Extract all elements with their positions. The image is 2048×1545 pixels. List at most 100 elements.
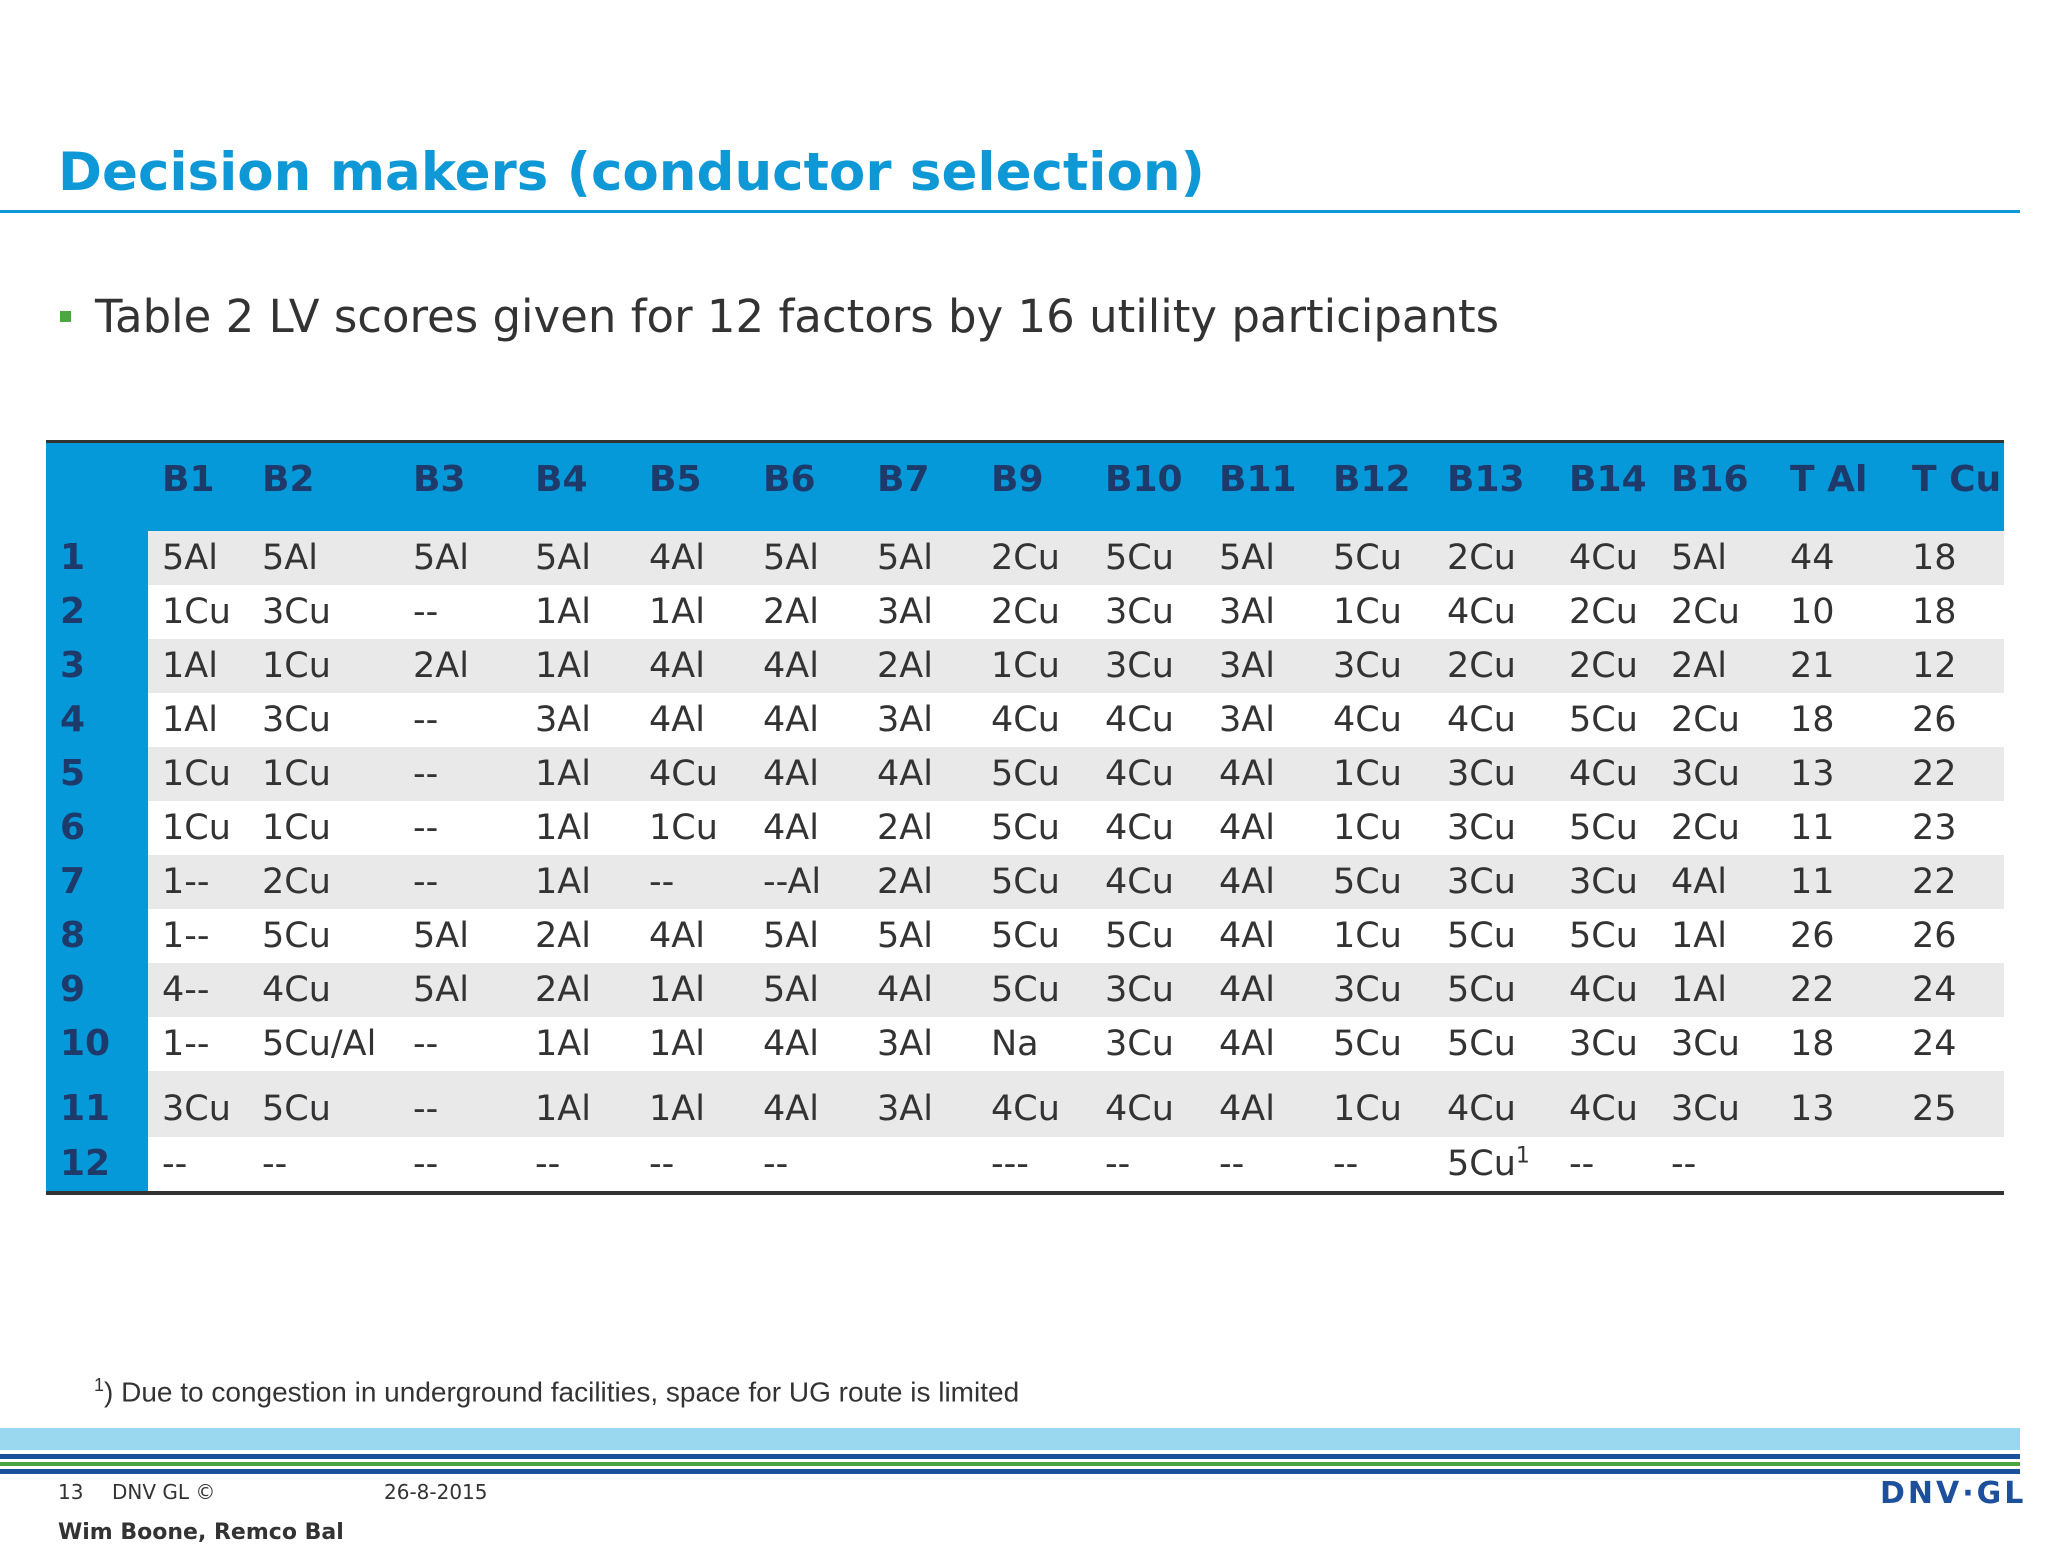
table-cell: 3Cu (1433, 801, 1555, 855)
table-cell: 4Cu (1091, 801, 1205, 855)
table-cell: -- (399, 1137, 521, 1191)
table-row: 9 4-- 4Cu 5Al 2Al 1Al 5Al 4Al 5Cu 3Cu 4Al 3Cu 5Cu 4Cu… (46, 963, 2004, 1017)
table-cell: 2Al (749, 585, 863, 639)
table-row: 12 -- -- -- -- -- -- --- -- -- -- 5Cu1 -- -- (46, 1137, 2004, 1191)
table-cell: 1Cu (248, 747, 399, 801)
row-header-cell: 2 (46, 585, 148, 639)
table-cell: 1Al (521, 747, 635, 801)
table-cell: 1-- (148, 855, 248, 909)
table-cell: 5Cu1 (1433, 1137, 1555, 1191)
header-corner-cell (46, 443, 148, 531)
table-cell: 1Al (521, 639, 635, 693)
table-cell: 4-- (148, 963, 248, 1017)
footer-band-light (0, 1428, 2020, 1450)
table-cell: 5Cu (977, 855, 1091, 909)
table-cell: 1Al (635, 963, 749, 1017)
table-cell: 18 (1776, 1017, 1898, 1071)
table-cell: 1Al (521, 801, 635, 855)
table-cell: 3Al (863, 693, 977, 747)
table-cell: 18 (1898, 531, 2004, 585)
column-header: B16 (1657, 443, 1776, 531)
cell-footnote-marker: 1 (1515, 1143, 1530, 1169)
scores-table-container: B1 B2 B3 B4 B5 B6 B7 B9 B10 B11 B12 B13 B14 B16 T Al T … (46, 440, 2004, 1195)
table-cell: 3Al (863, 585, 977, 639)
table-cell: 4Al (1205, 909, 1319, 963)
row-header-cell: 11 (46, 1071, 148, 1137)
row-header-cell: 8 (46, 909, 148, 963)
table-cell: 5Cu (977, 909, 1091, 963)
table-cell: 4Al (749, 1071, 863, 1137)
table-cell: 3Cu (1433, 747, 1555, 801)
cell-value: 5Cu (1447, 1144, 1516, 1184)
table-cell: 1Al (635, 1017, 749, 1071)
table-cell: 4Cu (1433, 693, 1555, 747)
table-cell: 3Cu (248, 585, 399, 639)
table-cell: 5Al (148, 531, 248, 585)
table-cell: 3Cu (1319, 639, 1433, 693)
table-cell: -- (399, 855, 521, 909)
table-cell: 3Al (1205, 585, 1319, 639)
table-cell: -- (399, 801, 521, 855)
table-cell: 22 (1776, 963, 1898, 1017)
table-cell: -- (399, 1017, 521, 1071)
table-header-row: B1 B2 B3 B4 B5 B6 B7 B9 B10 B11 B12 B13 B14 B16 T Al T … (46, 443, 2004, 531)
table-cell: 5Cu (1319, 1017, 1433, 1071)
row-header-cell: 10 (46, 1017, 148, 1071)
table-row: 7 1-- 2Cu -- 1Al -- --Al 2Al 5Cu 4Cu 4Al 5Cu 3Cu 3Cu 4… (46, 855, 2004, 909)
table-cell: 1Al (1657, 909, 1776, 963)
table-cell: 5Al (399, 909, 521, 963)
table-cell: 4Al (863, 747, 977, 801)
row-header-cell: 4 (46, 693, 148, 747)
table-cell: 4Cu (1555, 1071, 1657, 1137)
table-cell: -- (1319, 1137, 1433, 1191)
table-cell: 4Cu (977, 693, 1091, 747)
table-cell: 11 (1776, 801, 1898, 855)
table-cell: 1Cu (248, 801, 399, 855)
table-cell: 5Cu (1555, 909, 1657, 963)
table-cell: 5Cu (1555, 801, 1657, 855)
table-cell: 4Al (863, 963, 977, 1017)
table-cell: 1Cu (635, 801, 749, 855)
table-cell: 1Cu (1319, 747, 1433, 801)
table-cell: -- (749, 1137, 863, 1191)
table-cell: 4Cu (1091, 855, 1205, 909)
table-row: 4 1Al 3Cu -- 3Al 4Al 4Al 3Al 4Cu 4Cu 3Al 4Cu 4Cu 5Cu 2… (46, 693, 2004, 747)
table-cell: 2Cu (1433, 639, 1555, 693)
table-cell: 2Cu (1433, 531, 1555, 585)
table-cell: 4Al (635, 531, 749, 585)
footer-band-navy (0, 1469, 2020, 1474)
table-cell: -- (399, 1071, 521, 1137)
table-cell: 5Cu (1319, 531, 1433, 585)
table-cell: -- (1555, 1137, 1657, 1191)
table-cell: 1-- (148, 1017, 248, 1071)
table-cell: 12 (1898, 639, 2004, 693)
table-cell: 5Cu (977, 747, 1091, 801)
table-cell: 4Al (1205, 963, 1319, 1017)
row-header-cell: 12 (46, 1137, 148, 1191)
table-cell: 5Al (1657, 531, 1776, 585)
table-cell: 5Al (248, 531, 399, 585)
table-cell: 22 (1898, 855, 2004, 909)
table-cell: 1Al (521, 1017, 635, 1071)
table-cell: 5Al (749, 531, 863, 585)
table-cell: 3Cu (1555, 1017, 1657, 1071)
table-cell: 2Cu (1555, 585, 1657, 639)
table-cell: 4Al (749, 1017, 863, 1071)
table-cell: -- (635, 1137, 749, 1191)
column-header: B12 (1319, 443, 1433, 531)
table-cell: 3Cu (248, 693, 399, 747)
table-cell: 1Al (635, 1071, 749, 1137)
table-cell: 1Al (521, 1071, 635, 1137)
table-row: 10 1-- 5Cu/Al -- 1Al 1Al 4Al 3Al Na 3Cu 4Al 5Cu 5Cu 3… (46, 1017, 2004, 1071)
table-top-rule (46, 440, 2004, 443)
table-cell: 5Cu (1091, 531, 1205, 585)
table-cell: 2Al (521, 909, 635, 963)
column-header: T Cu (1898, 443, 2004, 531)
table-cell: -- (399, 693, 521, 747)
table-cell: 10 (1776, 585, 1898, 639)
table-cell: 4Al (1205, 747, 1319, 801)
table-cell: -- (399, 585, 521, 639)
table-cell: 4Cu (1555, 747, 1657, 801)
table-cell: 5Al (399, 531, 521, 585)
table-cell: 3Al (863, 1017, 977, 1071)
